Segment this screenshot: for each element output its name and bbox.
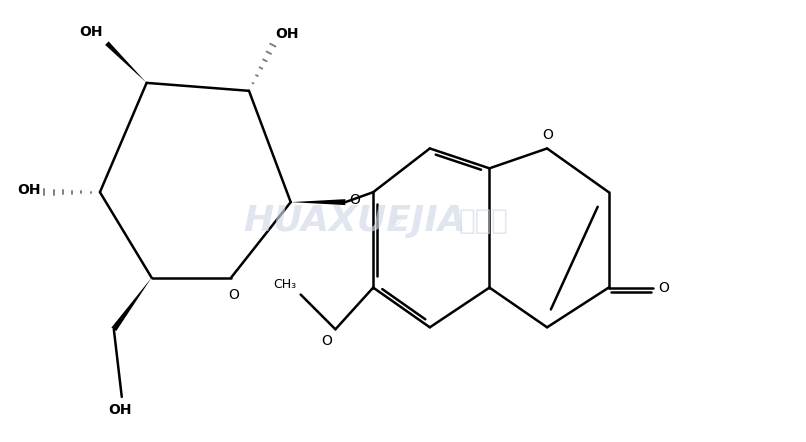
Text: O: O xyxy=(322,334,332,348)
Text: CH₃: CH₃ xyxy=(273,278,297,290)
Text: O: O xyxy=(349,193,360,207)
Text: OH: OH xyxy=(17,183,40,197)
Text: 化学加: 化学加 xyxy=(458,207,508,235)
Polygon shape xyxy=(111,278,152,331)
Text: O: O xyxy=(659,281,669,294)
Text: OH: OH xyxy=(80,25,103,39)
Polygon shape xyxy=(291,199,345,205)
Text: O: O xyxy=(229,288,239,301)
Polygon shape xyxy=(105,42,147,83)
Text: ®: ® xyxy=(391,217,402,227)
Text: OH: OH xyxy=(108,403,131,417)
Text: OH: OH xyxy=(275,27,298,41)
Text: HUAXUEJIA: HUAXUEJIA xyxy=(243,204,467,238)
Text: O: O xyxy=(542,129,554,142)
